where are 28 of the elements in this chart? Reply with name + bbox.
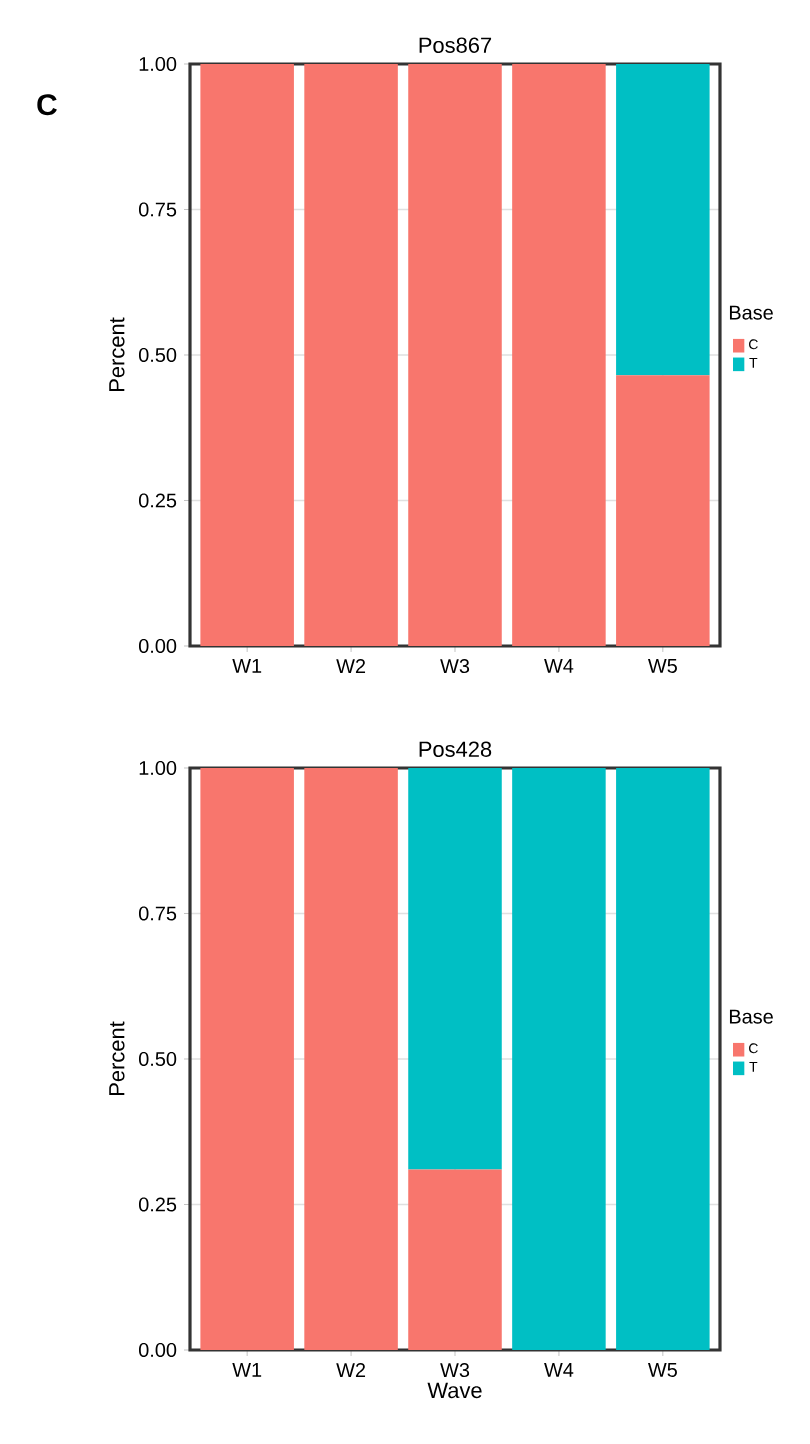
y-tick-label: 0.50 — [138, 347, 177, 363]
text: C — [37, 94, 57, 116]
chart-title: Pos428 — [419, 741, 492, 757]
y-tick-label: 0.00 — [138, 638, 177, 654]
y-tick-label: 0.00 — [138, 1342, 177, 1358]
x-tick-label: W2 — [336, 659, 366, 673]
y-axis-title: Percent — [109, 317, 125, 391]
x-tick-label: W5 — [647, 659, 677, 673]
y-tick-label: 0.75 — [138, 202, 177, 217]
x-axis-title: Wave — [427, 1382, 482, 1399]
legend-title: Base — [729, 1009, 773, 1024]
x-tick-label: W4 — [544, 1363, 574, 1377]
y-tick-label: 1.00 — [139, 56, 177, 72]
x-tick-label: W5 — [647, 1363, 677, 1377]
x-tick-label: W4 — [544, 659, 574, 673]
x-tick-label: W1 — [232, 659, 262, 673]
x-tick-label: W3 — [440, 659, 470, 674]
x-tick-label: W1 — [232, 1363, 262, 1377]
legend-title: Base — [729, 305, 773, 320]
y-tick-label: 0.25 — [138, 493, 177, 508]
y-tick-label: 0.50 — [138, 1051, 177, 1067]
y-axis-title: Percent — [109, 1021, 125, 1095]
x-tick-label: W2 — [336, 1363, 366, 1377]
chart-title: Pos867 — [419, 37, 492, 53]
y-tick-label: 1.00 — [139, 760, 177, 776]
y-tick-label: 0.25 — [138, 1197, 177, 1212]
y-tick-label: 0.75 — [138, 906, 177, 921]
x-tick-label: W3 — [440, 1363, 470, 1378]
